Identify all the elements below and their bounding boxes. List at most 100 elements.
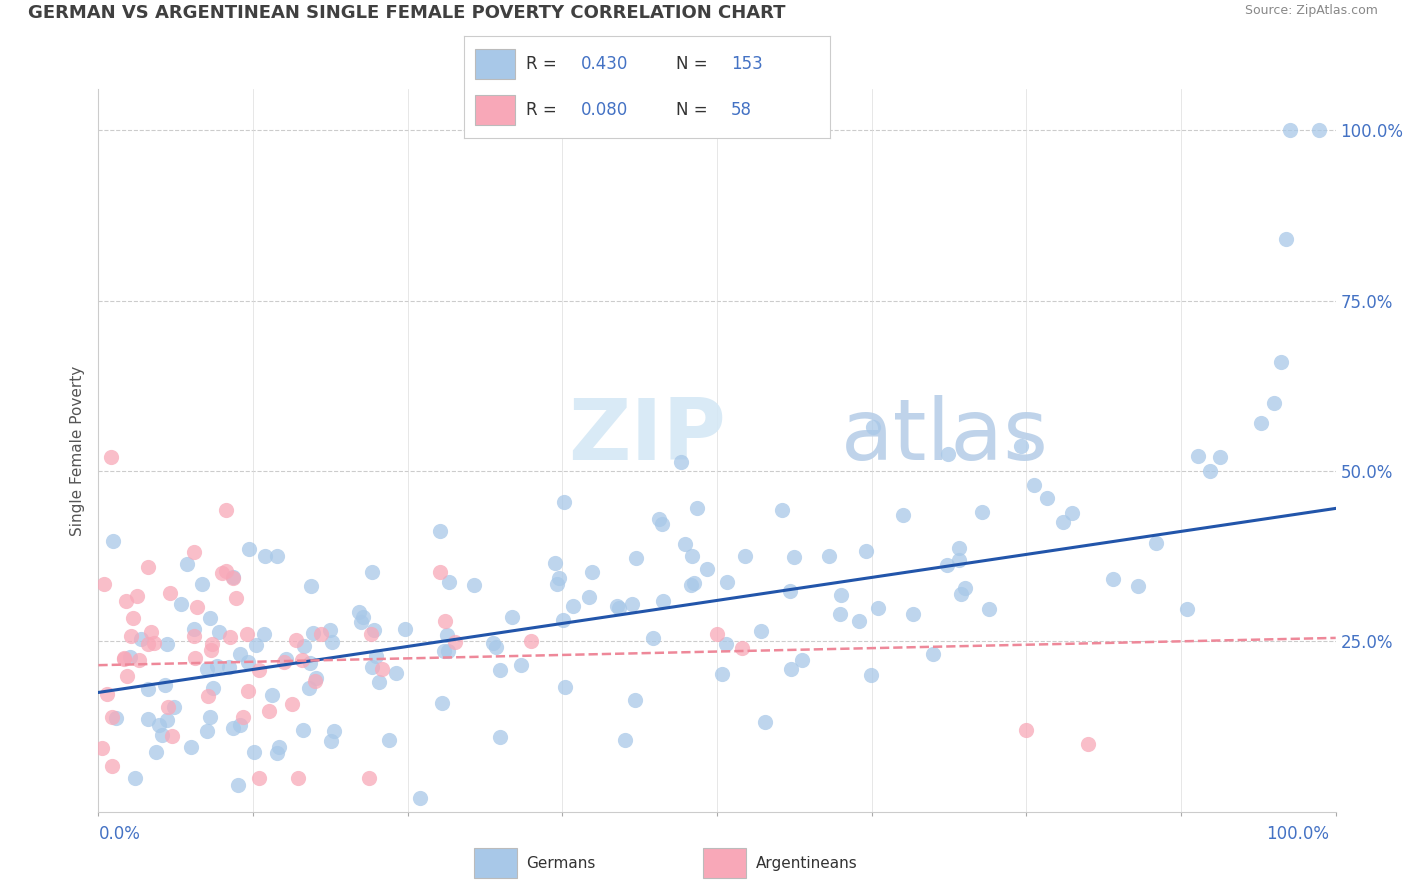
- Point: [112, 651, 135, 665]
- Point: [370, 662, 392, 676]
- Point: [100, 450, 122, 465]
- Point: [301, 626, 323, 640]
- Point: [156, 699, 179, 714]
- Bar: [475, 95, 515, 126]
- Point: [482, 636, 505, 650]
- Point: [319, 623, 342, 637]
- Point: [299, 579, 322, 593]
- Point: [139, 624, 162, 639]
- Point: [215, 564, 238, 578]
- Point: [1278, 123, 1301, 137]
- Point: [669, 455, 692, 469]
- Point: [287, 771, 309, 785]
- Point: [195, 662, 218, 676]
- Point: [103, 534, 125, 549]
- Point: [215, 503, 238, 517]
- Point: [163, 699, 186, 714]
- Point: [972, 505, 994, 519]
- Point: [378, 732, 401, 747]
- Point: [901, 607, 924, 621]
- Point: [368, 674, 391, 689]
- Point: [643, 632, 665, 646]
- Point: [90, 741, 112, 756]
- Point: [183, 622, 205, 636]
- Point: [613, 732, 636, 747]
- Text: ZIP: ZIP: [568, 394, 727, 477]
- Point: [1035, 491, 1057, 505]
- Point: [561, 599, 583, 613]
- Point: [779, 583, 801, 598]
- Point: [1126, 579, 1149, 593]
- Point: [197, 689, 219, 703]
- Point: [679, 578, 702, 592]
- Point: [510, 658, 533, 673]
- Point: [153, 678, 176, 692]
- Point: [117, 669, 139, 683]
- Point: [219, 630, 242, 644]
- Point: [208, 625, 231, 640]
- Point: [1077, 737, 1099, 751]
- Point: [578, 590, 600, 604]
- Point: [553, 494, 575, 508]
- Text: 58: 58: [731, 101, 752, 119]
- Point: [285, 632, 308, 647]
- Point: [436, 644, 458, 658]
- Point: [710, 666, 733, 681]
- Point: [242, 745, 264, 759]
- Point: [129, 632, 152, 646]
- Point: [751, 624, 773, 638]
- Point: [1263, 396, 1285, 410]
- Point: [198, 710, 221, 724]
- Text: 0.430: 0.430: [581, 55, 628, 73]
- Point: [262, 688, 284, 702]
- Point: [266, 549, 288, 563]
- Text: GERMAN VS ARGENTINEAN SINGLE FEMALE POVERTY CORRELATION CHART: GERMAN VS ARGENTINEAN SINGLE FEMALE POVE…: [28, 4, 786, 22]
- Point: [100, 710, 122, 724]
- Point: [305, 671, 328, 685]
- Point: [860, 668, 883, 682]
- Point: [734, 549, 756, 563]
- Point: [433, 614, 456, 628]
- Point: [862, 420, 884, 434]
- Point: [136, 637, 159, 651]
- Point: [938, 447, 960, 461]
- Point: [159, 586, 181, 600]
- Point: [444, 635, 467, 649]
- Point: [621, 597, 644, 611]
- Point: [648, 512, 671, 526]
- Point: [685, 500, 707, 515]
- Point: [780, 662, 803, 676]
- Point: [696, 561, 718, 575]
- Point: [866, 601, 889, 615]
- Point: [948, 552, 970, 566]
- Point: [323, 724, 346, 739]
- Text: atlas: atlas: [841, 394, 1049, 477]
- Point: [115, 594, 138, 608]
- Point: [429, 565, 451, 579]
- Point: [274, 652, 297, 666]
- Point: [683, 576, 706, 591]
- Point: [489, 663, 512, 677]
- Point: [706, 627, 728, 641]
- Point: [236, 627, 259, 641]
- Point: [626, 551, 648, 566]
- Point: [104, 711, 127, 725]
- Point: [624, 692, 647, 706]
- Point: [770, 503, 793, 517]
- Point: [436, 628, 458, 642]
- Point: [229, 648, 252, 662]
- Point: [554, 681, 576, 695]
- Point: [948, 541, 970, 555]
- Point: [953, 581, 976, 595]
- Point: [1060, 506, 1083, 520]
- Point: [120, 629, 142, 643]
- Point: [349, 606, 371, 620]
- Point: [148, 718, 170, 732]
- Point: [352, 610, 374, 624]
- Point: [463, 577, 485, 591]
- Point: [238, 542, 260, 557]
- Point: [950, 587, 973, 601]
- Point: [363, 623, 385, 637]
- Point: [783, 549, 806, 564]
- Point: [1250, 416, 1272, 430]
